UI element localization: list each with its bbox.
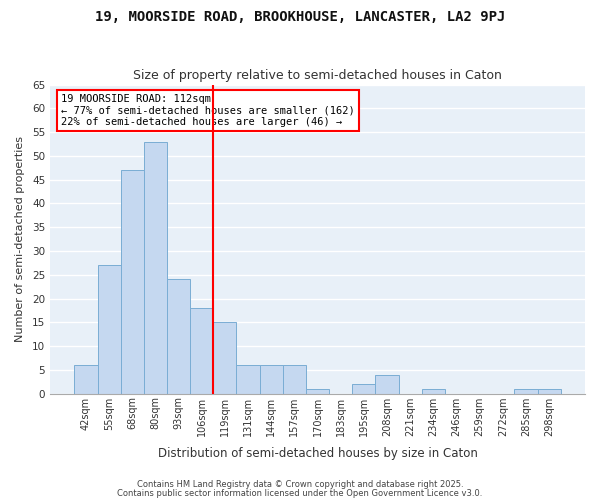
Bar [538, 389, 560, 394]
Text: 19 MOORSIDE ROAD: 112sqm
← 77% of semi-detached houses are smaller (162)
22% of : 19 MOORSIDE ROAD: 112sqm ← 77% of semi-d… [61, 94, 355, 127]
Bar [514, 389, 538, 394]
Y-axis label: Number of semi-detached properties: Number of semi-detached properties [15, 136, 25, 342]
Bar [283, 365, 306, 394]
Bar [260, 365, 283, 394]
Bar [422, 389, 445, 394]
Bar [190, 308, 214, 394]
Bar [352, 384, 376, 394]
Bar [236, 365, 260, 394]
Bar [144, 142, 167, 394]
Bar [306, 389, 329, 394]
X-axis label: Distribution of semi-detached houses by size in Caton: Distribution of semi-detached houses by … [158, 447, 478, 460]
Text: Contains public sector information licensed under the Open Government Licence v3: Contains public sector information licen… [118, 488, 482, 498]
Text: 19, MOORSIDE ROAD, BROOKHOUSE, LANCASTER, LA2 9PJ: 19, MOORSIDE ROAD, BROOKHOUSE, LANCASTER… [95, 10, 505, 24]
Bar [167, 280, 190, 394]
Bar [74, 365, 98, 394]
Bar [121, 170, 144, 394]
Bar [376, 374, 398, 394]
Title: Size of property relative to semi-detached houses in Caton: Size of property relative to semi-detach… [133, 69, 502, 82]
Bar [214, 322, 236, 394]
Text: Contains HM Land Registry data © Crown copyright and database right 2025.: Contains HM Land Registry data © Crown c… [137, 480, 463, 489]
Bar [98, 265, 121, 394]
